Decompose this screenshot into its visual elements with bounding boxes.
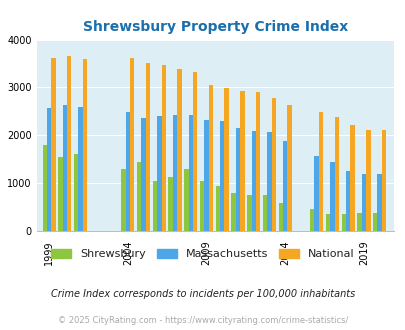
Bar bbox=[130, 58, 134, 231]
Title: Shrewsbury Property Crime Index: Shrewsbury Property Crime Index bbox=[82, 20, 347, 34]
Bar bbox=[247, 195, 251, 231]
Bar bbox=[365, 130, 370, 231]
Bar bbox=[83, 59, 87, 231]
Bar bbox=[262, 195, 266, 231]
Bar bbox=[215, 185, 220, 231]
Bar bbox=[341, 214, 345, 231]
Bar bbox=[157, 116, 161, 231]
Bar bbox=[121, 169, 125, 231]
Bar bbox=[325, 214, 329, 231]
Bar bbox=[168, 177, 173, 231]
Bar bbox=[173, 115, 177, 231]
Text: © 2025 CityRating.com - https://www.cityrating.com/crime-statistics/: © 2025 CityRating.com - https://www.city… bbox=[58, 316, 347, 325]
Bar bbox=[62, 105, 67, 231]
Bar bbox=[329, 162, 334, 231]
Bar bbox=[136, 162, 141, 231]
Bar bbox=[271, 98, 275, 231]
Bar bbox=[78, 107, 83, 231]
Bar bbox=[43, 145, 47, 231]
Bar bbox=[287, 105, 291, 231]
Bar bbox=[141, 117, 145, 231]
Bar bbox=[208, 84, 213, 231]
Bar bbox=[350, 125, 354, 231]
Bar bbox=[152, 181, 157, 231]
Bar bbox=[235, 128, 240, 231]
Bar bbox=[381, 130, 385, 231]
Bar bbox=[199, 181, 204, 231]
Bar bbox=[251, 131, 255, 231]
Bar bbox=[177, 69, 181, 231]
Bar bbox=[204, 120, 208, 231]
Bar bbox=[278, 203, 282, 231]
Bar bbox=[372, 213, 377, 231]
Bar bbox=[51, 58, 55, 231]
Bar bbox=[161, 65, 166, 231]
Bar bbox=[266, 132, 271, 231]
Bar bbox=[361, 174, 365, 231]
Bar bbox=[334, 117, 338, 231]
Bar bbox=[74, 154, 78, 231]
Bar bbox=[67, 56, 71, 231]
Bar bbox=[377, 174, 381, 231]
Text: Crime Index corresponds to incidents per 100,000 inhabitants: Crime Index corresponds to incidents per… bbox=[51, 289, 354, 299]
Bar bbox=[125, 112, 130, 231]
Bar bbox=[231, 193, 235, 231]
Bar bbox=[224, 88, 228, 231]
Bar bbox=[255, 92, 260, 231]
Bar bbox=[309, 209, 314, 231]
Bar bbox=[356, 213, 361, 231]
Bar bbox=[345, 171, 350, 231]
Bar bbox=[220, 121, 224, 231]
Bar bbox=[240, 91, 244, 231]
Bar bbox=[188, 115, 192, 231]
Bar bbox=[318, 112, 322, 231]
Bar bbox=[192, 72, 197, 231]
Bar bbox=[47, 108, 51, 231]
Bar bbox=[282, 141, 287, 231]
Bar bbox=[145, 63, 150, 231]
Bar bbox=[184, 169, 188, 231]
Bar bbox=[58, 157, 62, 231]
Bar bbox=[314, 156, 318, 231]
Legend: Shrewsbury, Massachusetts, National: Shrewsbury, Massachusetts, National bbox=[47, 244, 358, 263]
